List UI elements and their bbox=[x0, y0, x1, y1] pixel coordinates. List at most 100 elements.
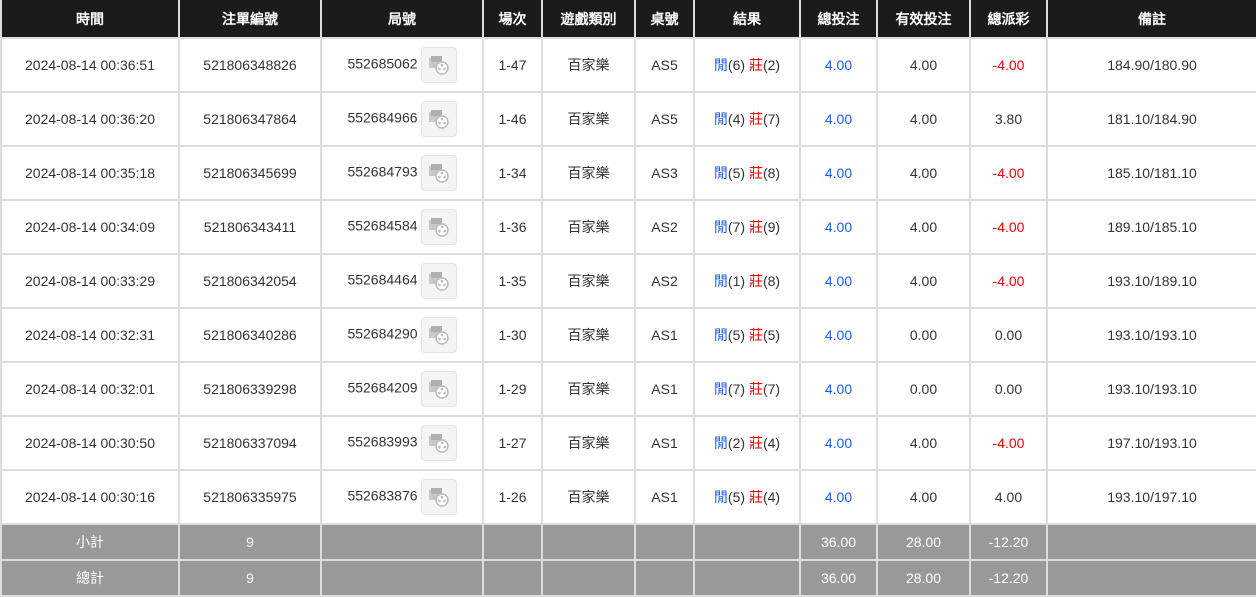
column-header-note: 備註 bbox=[1046, 0, 1256, 39]
grandtotal-valid-bet: 28.00 bbox=[876, 559, 971, 597]
round-id: 552684793 bbox=[347, 163, 418, 180]
player-score: (5) bbox=[727, 489, 746, 505]
empty-cell bbox=[482, 523, 543, 561]
column-header-table-no: 桌號 bbox=[634, 0, 695, 39]
video-replay-icon[interactable] bbox=[420, 209, 457, 245]
table-no: AS1 bbox=[634, 415, 695, 471]
bet-time: 2024-08-14 00:33:29 bbox=[0, 253, 180, 309]
table-row: 2024-08-14 00:36:51 521806348826 5526850… bbox=[0, 37, 1256, 93]
result: 閒(4) 莊(7) bbox=[693, 91, 801, 147]
note: 181.10/184.90 bbox=[1046, 91, 1256, 147]
round-cell: 552684584 bbox=[320, 199, 484, 255]
note: 193.10/189.10 bbox=[1046, 253, 1256, 309]
total-bet: 4.00 bbox=[799, 91, 878, 147]
total-bet: 4.00 bbox=[799, 199, 878, 255]
bet-time: 2024-08-14 00:36:51 bbox=[0, 37, 180, 93]
bet-id: 521806347864 bbox=[178, 91, 322, 147]
video-replay-icon[interactable] bbox=[420, 47, 457, 83]
subtotal-payout: -12.20 bbox=[969, 523, 1048, 561]
bet-id: 521806345699 bbox=[178, 145, 322, 201]
table-row: 2024-08-14 00:36:20 521806347864 5526849… bbox=[0, 91, 1256, 147]
result: 閒(5) 莊(5) bbox=[693, 307, 801, 363]
grandtotal-label: 總計 bbox=[0, 559, 180, 597]
player-label: 閒 bbox=[713, 327, 728, 343]
result: 閒(5) 莊(4) bbox=[693, 469, 801, 525]
game-type: 百家樂 bbox=[541, 145, 636, 201]
banker-label: 莊 bbox=[748, 489, 763, 505]
table-row: 2024-08-14 00:33:29 521806342054 5526844… bbox=[0, 253, 1256, 309]
empty-cell bbox=[541, 559, 636, 597]
bet-time: 2024-08-14 00:32:01 bbox=[0, 361, 180, 417]
shoe: 1-47 bbox=[482, 37, 543, 93]
subtotal-total-bet: 36.00 bbox=[799, 523, 878, 561]
banker-score: (8) bbox=[762, 165, 781, 181]
total-bet: 4.00 bbox=[799, 307, 878, 363]
video-replay-icon[interactable] bbox=[420, 263, 457, 299]
result: 閒(2) 莊(4) bbox=[693, 415, 801, 471]
table-no: AS5 bbox=[634, 37, 695, 93]
video-replay-icon[interactable] bbox=[420, 479, 457, 515]
video-replay-icon[interactable] bbox=[420, 425, 457, 461]
payout: 4.00 bbox=[969, 469, 1048, 525]
empty-cell bbox=[482, 559, 543, 597]
valid-bet: 4.00 bbox=[876, 199, 971, 255]
round-cell: 552685062 bbox=[320, 37, 484, 93]
round-id: 552684209 bbox=[347, 379, 418, 396]
total-bet: 4.00 bbox=[799, 469, 878, 525]
game-type: 百家樂 bbox=[541, 199, 636, 255]
column-header-result: 結果 bbox=[693, 0, 801, 39]
banker-label: 莊 bbox=[748, 381, 763, 397]
round-cell: 552684966 bbox=[320, 91, 484, 147]
banker-score: (2) bbox=[762, 57, 781, 73]
round-cell: 552684290 bbox=[320, 307, 484, 363]
round-cell: 552683993 bbox=[320, 415, 484, 471]
result: 閒(6) 莊(2) bbox=[693, 37, 801, 93]
column-header-shoe: 場次 bbox=[482, 0, 543, 39]
player-label: 閒 bbox=[713, 111, 728, 127]
note: 189.10/185.10 bbox=[1046, 199, 1256, 255]
video-replay-icon[interactable] bbox=[420, 155, 457, 191]
banker-label: 莊 bbox=[748, 219, 763, 235]
banker-label: 莊 bbox=[748, 111, 763, 127]
result: 閒(5) 莊(8) bbox=[693, 145, 801, 201]
grandtotal-count: 9 bbox=[178, 559, 322, 597]
table-no: AS2 bbox=[634, 199, 695, 255]
player-score: (2) bbox=[727, 435, 746, 451]
video-replay-icon[interactable] bbox=[420, 317, 457, 353]
game-type: 百家樂 bbox=[541, 307, 636, 363]
shoe: 1-35 bbox=[482, 253, 543, 309]
valid-bet: 4.00 bbox=[876, 415, 971, 471]
note: 193.10/193.10 bbox=[1046, 307, 1256, 363]
column-header-valid-bet: 有效投注 bbox=[876, 0, 971, 39]
payout: -4.00 bbox=[969, 199, 1048, 255]
player-score: (7) bbox=[727, 219, 746, 235]
subtotal-row: 小計 9 36.00 28.00 -12.20 bbox=[0, 523, 1256, 561]
video-replay-icon[interactable] bbox=[420, 371, 457, 407]
bet-time: 2024-08-14 00:35:18 bbox=[0, 145, 180, 201]
round-id: 552684290 bbox=[347, 325, 418, 342]
banker-label: 莊 bbox=[748, 435, 763, 451]
bet-id: 521806340286 bbox=[178, 307, 322, 363]
subtotal-count: 9 bbox=[178, 523, 322, 561]
round-id: 552684464 bbox=[347, 271, 418, 288]
table-no: AS1 bbox=[634, 361, 695, 417]
player-label: 閒 bbox=[713, 165, 728, 181]
player-label: 閒 bbox=[713, 435, 728, 451]
round-cell: 552684209 bbox=[320, 361, 484, 417]
video-replay-icon[interactable] bbox=[420, 101, 457, 137]
banker-label: 莊 bbox=[748, 165, 763, 181]
shoe: 1-29 bbox=[482, 361, 543, 417]
column-header-bet-id: 注單編號 bbox=[178, 0, 322, 39]
table-row: 2024-08-14 00:32:31 521806340286 5526842… bbox=[0, 307, 1256, 363]
empty-cell bbox=[320, 559, 484, 597]
payout: 0.00 bbox=[969, 361, 1048, 417]
bet-id: 521806343411 bbox=[178, 199, 322, 255]
valid-bet: 4.00 bbox=[876, 37, 971, 93]
round-cell: 552683876 bbox=[320, 469, 484, 525]
game-type: 百家樂 bbox=[541, 37, 636, 93]
total-bet: 4.00 bbox=[799, 37, 878, 93]
banker-score: (4) bbox=[762, 489, 781, 505]
banker-score: (5) bbox=[762, 327, 781, 343]
valid-bet: 4.00 bbox=[876, 91, 971, 147]
